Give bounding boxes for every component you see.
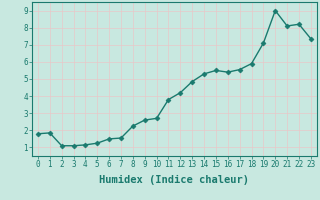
X-axis label: Humidex (Indice chaleur): Humidex (Indice chaleur) <box>100 175 249 185</box>
